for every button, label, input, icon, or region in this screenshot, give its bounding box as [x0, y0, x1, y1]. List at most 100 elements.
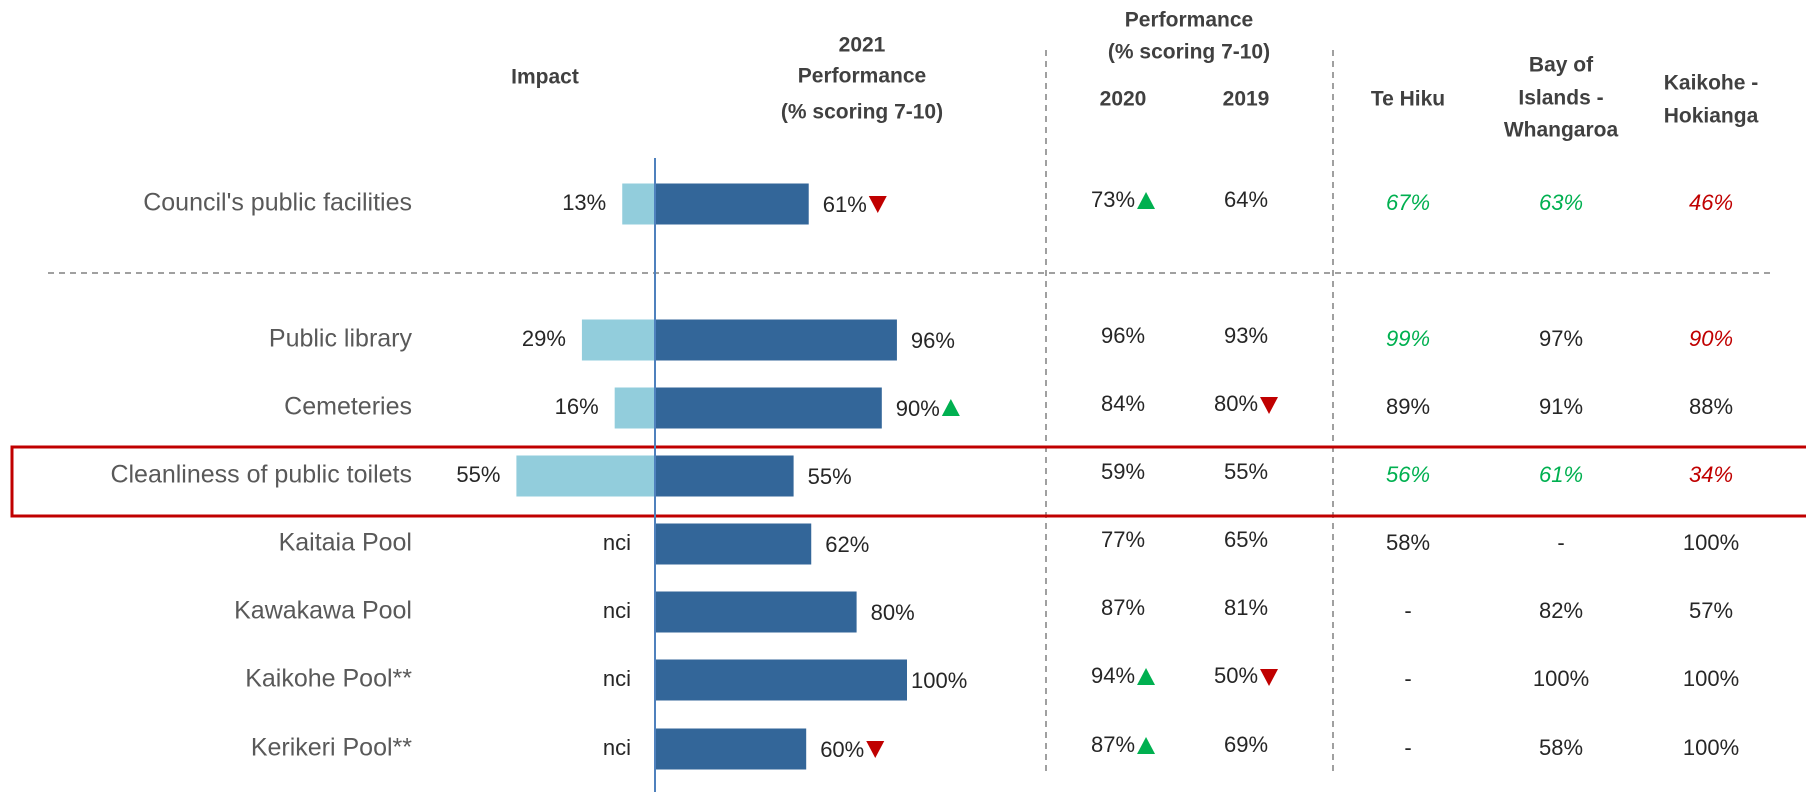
performance-bar [655, 319, 897, 361]
column-header: Impact [511, 66, 579, 89]
cell-value: 34% [1689, 462, 1733, 487]
cell-value: 100% [1533, 666, 1589, 691]
performance-bar [655, 659, 907, 701]
cell-value: 67% [1386, 190, 1430, 215]
performance-bar [655, 183, 809, 225]
value-label: 60% [820, 737, 864, 762]
cell-value: 90% [1689, 326, 1733, 351]
cell-value: 94% [1091, 663, 1135, 688]
column-header: 2020 [1100, 88, 1147, 111]
value-label: 62% [825, 532, 869, 557]
cell-value: 87% [1101, 595, 1145, 620]
value-label: nci [603, 735, 631, 760]
value-label: 100% [911, 668, 967, 693]
value-label: nci [603, 598, 631, 623]
impact-bar [516, 455, 655, 497]
cell-value: 58% [1539, 735, 1583, 760]
column-header: Islands - [1518, 87, 1603, 110]
cell-value: 91% [1539, 394, 1583, 419]
group-header: Performance [1125, 9, 1253, 32]
cell-value: 50% [1214, 663, 1258, 688]
column-header: Te Hiku [1371, 88, 1445, 111]
trend-arrow [1260, 397, 1279, 414]
column-header: Performance [798, 65, 926, 88]
value-label: nci [603, 530, 631, 555]
cell-value: 99% [1386, 326, 1430, 351]
cell-value: 63% [1539, 190, 1583, 215]
cell-value: 100% [1683, 735, 1739, 760]
cell-value: 59% [1101, 459, 1145, 484]
value-label: nci [603, 666, 631, 691]
cell-value: 100% [1683, 666, 1739, 691]
cell-value: - [1404, 735, 1411, 760]
impact-bar [614, 387, 655, 429]
category-label: Cleanliness of public toilets [110, 461, 412, 489]
category-label: Public library [269, 325, 413, 353]
value-label: 16% [555, 394, 599, 419]
trend-arrow [941, 399, 960, 416]
value-label: 80% [871, 600, 915, 625]
cell-value: 81% [1224, 595, 1268, 620]
column-header: 2019 [1223, 88, 1270, 111]
cell-value: 82% [1539, 598, 1583, 623]
cell-value: 77% [1101, 527, 1145, 552]
cell-value: 65% [1224, 527, 1268, 552]
cell-value: 88% [1689, 394, 1733, 419]
category-label: Kaikohe Pool** [245, 665, 412, 693]
cell-value: 57% [1689, 598, 1733, 623]
cell-value: 93% [1224, 323, 1268, 348]
value-label: 90% [896, 396, 940, 421]
cell-value: 73% [1091, 187, 1135, 212]
trend-arrow [868, 196, 887, 213]
impact-bar [622, 183, 655, 225]
performance-bar [655, 387, 882, 429]
value-label: 96% [911, 328, 955, 353]
cell-value: 64% [1224, 187, 1268, 212]
category-label: Kerikeri Pool** [251, 734, 412, 762]
cell-value: 80% [1214, 391, 1258, 416]
trend-arrow [1137, 668, 1156, 685]
cell-value: 89% [1386, 394, 1430, 419]
value-label: 13% [562, 190, 606, 215]
performance-bar [655, 455, 794, 497]
cell-value: 56% [1386, 462, 1430, 487]
cell-value: 96% [1101, 323, 1145, 348]
group-header: (% scoring 7-10) [1108, 41, 1270, 64]
value-label: 55% [456, 462, 500, 487]
performance-bar [655, 591, 857, 633]
value-label: 55% [808, 464, 852, 489]
column-header: Kaikohe - [1664, 72, 1759, 95]
performance-bar [655, 728, 807, 770]
trend-arrow [1260, 669, 1279, 686]
cell-value: - [1404, 666, 1411, 691]
highlight-box [10, 445, 1806, 518]
category-label: Kaitaia Pool [279, 529, 412, 557]
value-label: 61% [823, 192, 867, 217]
column-header: Whangaroa [1504, 119, 1619, 142]
cell-value: 61% [1539, 462, 1583, 487]
column-header: Hokianga [1664, 105, 1759, 128]
cell-value: - [1557, 530, 1564, 555]
cell-value: 84% [1101, 391, 1145, 416]
cell-value: 58% [1386, 530, 1430, 555]
value-label: 29% [522, 326, 566, 351]
performance-bar [655, 523, 812, 565]
cell-value: 55% [1224, 459, 1268, 484]
trend-arrow [1137, 192, 1156, 209]
cell-value: 69% [1224, 732, 1268, 757]
cell-value: - [1404, 598, 1411, 623]
category-label: Kawakawa Pool [234, 597, 412, 625]
cell-value: 97% [1539, 326, 1583, 351]
category-label: Council's public facilities [143, 189, 412, 217]
trend-arrow [866, 741, 885, 758]
cell-value: 100% [1683, 530, 1739, 555]
trend-arrow [1137, 737, 1156, 754]
column-header: (% scoring 7-10) [781, 101, 943, 124]
cell-value: 46% [1689, 190, 1733, 215]
column-header: 2021 [839, 34, 886, 57]
impact-bar [581, 319, 655, 361]
column-header: Bay of [1529, 54, 1594, 77]
category-label: Cemeteries [284, 393, 412, 421]
cell-value: 87% [1091, 732, 1135, 757]
